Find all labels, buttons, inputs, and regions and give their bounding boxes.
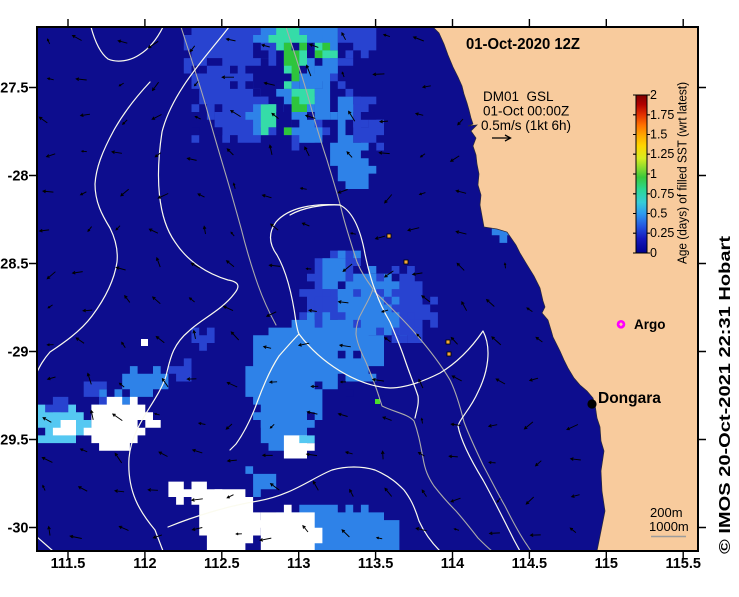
svg-text:-30: -30 xyxy=(8,521,29,537)
svg-text:01-Oct 00:00Z: 01-Oct 00:00Z xyxy=(483,104,569,119)
svg-text:2: 2 xyxy=(650,88,657,102)
svg-text:Dongara: Dongara xyxy=(598,390,661,407)
svg-text:0.25: 0.25 xyxy=(650,226,674,240)
svg-text:200m: 200m xyxy=(650,505,683,520)
svg-text:0.5m/s (1kt 6h): 0.5m/s (1kt 6h) xyxy=(481,118,571,133)
svg-text:1.25: 1.25 xyxy=(650,147,674,161)
svg-text:112.5: 112.5 xyxy=(204,556,240,572)
svg-text:0.75: 0.75 xyxy=(650,187,674,201)
svg-text:111.5: 111.5 xyxy=(51,556,86,572)
svg-text:112: 112 xyxy=(133,556,156,572)
svg-text:1.75: 1.75 xyxy=(650,108,674,122)
svg-text:-27.5: -27.5 xyxy=(0,81,29,97)
svg-text:113.5: 113.5 xyxy=(358,556,394,572)
svg-text:DM01 GSL: DM01 GSL xyxy=(483,89,554,104)
svg-text:1: 1 xyxy=(650,167,657,181)
svg-text:113: 113 xyxy=(287,556,310,572)
svg-text:Age (days) of filled SST (wrt: Age (days) of filled SST (wrt latest) xyxy=(676,82,690,264)
svg-text:-28.5: -28.5 xyxy=(0,257,29,273)
svg-text:© IMOS 20-Oct-2021 22:31 Hobar: © IMOS 20-Oct-2021 22:31 Hobart xyxy=(717,235,734,554)
svg-text:Argo: Argo xyxy=(634,317,666,332)
svg-text:115: 115 xyxy=(595,556,618,572)
svg-text:114: 114 xyxy=(441,556,464,572)
svg-text:1.5: 1.5 xyxy=(650,128,667,142)
svg-text:-29.5: -29.5 xyxy=(0,433,29,449)
svg-text:-28: -28 xyxy=(8,169,29,185)
svg-text:0.5: 0.5 xyxy=(650,207,667,221)
svg-text:01-Oct-2020 12Z: 01-Oct-2020 12Z xyxy=(466,36,581,53)
svg-text:1000m: 1000m xyxy=(649,519,689,534)
svg-text:-29: -29 xyxy=(8,345,29,361)
svg-text:0: 0 xyxy=(650,246,657,260)
svg-text:114.5: 114.5 xyxy=(512,556,548,572)
svg-text:115.5: 115.5 xyxy=(665,556,701,572)
